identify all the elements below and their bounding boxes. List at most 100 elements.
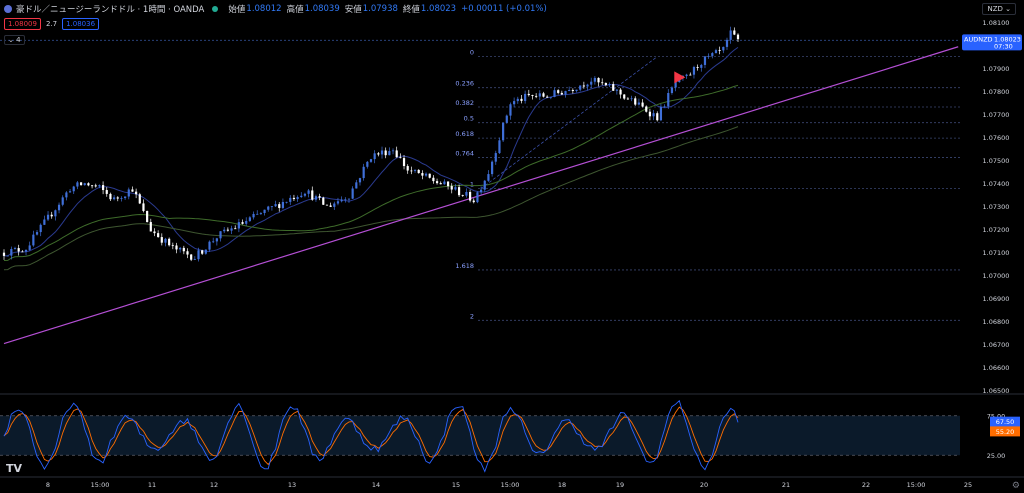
candle-body <box>160 237 163 243</box>
stoch-k-line <box>3 399 739 473</box>
candle-body <box>197 250 200 260</box>
candle-body <box>237 222 240 229</box>
candle-body <box>124 196 127 199</box>
candle-body <box>483 180 486 190</box>
candle-body <box>215 238 218 242</box>
candle-body <box>270 206 274 208</box>
x-tick-label: 22 <box>862 481 870 489</box>
candle-body <box>582 85 585 87</box>
candle-body <box>656 113 659 121</box>
candle-body <box>524 93 527 101</box>
candle-body <box>226 229 229 231</box>
candle-body <box>384 150 387 156</box>
candle-body <box>223 229 226 232</box>
candle-body <box>248 217 251 221</box>
candle-body <box>285 201 288 203</box>
tradingview-logo-icon: TV <box>6 462 23 475</box>
trendline[interactable] <box>3 46 959 345</box>
y-tick-label: 1.07900 <box>983 65 1010 73</box>
candle-body <box>615 89 618 91</box>
candle-body <box>601 82 604 84</box>
change-value: +0.00011 (+0.01%) <box>461 4 547 14</box>
price-axis[interactable] <box>960 0 1024 493</box>
candle-body <box>494 153 497 162</box>
candle-body <box>648 111 652 117</box>
gear-icon[interactable]: ⚙ <box>1011 481 1020 491</box>
candle-body <box>531 95 534 96</box>
candle-body <box>105 190 108 194</box>
candle-body <box>311 190 314 200</box>
fib-level-label: 1.618 <box>455 262 474 270</box>
candle-body <box>509 104 512 116</box>
candle-body <box>410 170 413 172</box>
y-tick-label: 1.06700 <box>983 341 1010 349</box>
candle-body <box>362 166 365 179</box>
candle-body <box>703 56 707 65</box>
low-label: 安値 <box>344 5 362 15</box>
stoch-k-badge <box>990 416 1020 427</box>
currency-button[interactable]: NZD ⌄ <box>982 3 1016 15</box>
candle-body <box>76 182 79 187</box>
x-tick-label: 14 <box>372 481 380 489</box>
candle-body <box>79 182 83 186</box>
candle-body <box>586 84 589 87</box>
candle-body <box>314 196 318 200</box>
candle-body <box>454 187 457 190</box>
candle-body <box>35 232 39 235</box>
candle-body <box>90 185 94 187</box>
candle-body <box>604 83 607 86</box>
sell-button[interactable]: 1.08009 <box>4 18 41 30</box>
ma-slow-line <box>3 126 739 271</box>
candle-body <box>692 66 696 75</box>
indicators-toggle[interactable]: ⌄ 4 <box>4 35 25 45</box>
candle-body <box>259 213 262 214</box>
stoch-band <box>0 415 960 456</box>
high-value: 1.08039 <box>304 4 340 14</box>
y-tick-label: 1.07800 <box>983 88 1010 96</box>
buy-button[interactable]: 1.08036 <box>62 18 100 30</box>
candle-body <box>21 251 24 253</box>
candle-body <box>557 90 560 93</box>
x-tick-label: 15 <box>452 481 460 489</box>
candle-body <box>153 231 156 234</box>
candle-body <box>395 150 398 158</box>
candle-body <box>212 241 215 243</box>
x-tick-label: 25 <box>964 481 972 489</box>
candle-body <box>87 183 90 186</box>
candle-body <box>527 93 530 96</box>
trade-buttons: 1.08009 2.7 1.08036 <box>4 18 100 30</box>
candle-body <box>520 98 523 101</box>
candle-body <box>619 89 622 95</box>
candle-body <box>689 74 692 76</box>
candle-body <box>193 259 196 260</box>
candle-body <box>670 87 674 94</box>
candle-body <box>281 202 285 208</box>
candle-body <box>142 203 145 211</box>
candle-body <box>355 182 358 189</box>
x-tick-label: 21 <box>782 481 790 489</box>
close-value: 1.08023 <box>420 4 457 14</box>
candle-body <box>43 219 46 225</box>
candle-body <box>278 204 281 208</box>
candle-body <box>347 198 351 200</box>
candle-body <box>204 249 207 254</box>
candle-body <box>2 252 6 256</box>
candle-body <box>630 98 633 100</box>
candle-body <box>333 203 336 207</box>
stoch-d-value: 55.20 <box>996 428 1015 436</box>
chevron-down-icon: ⌄ <box>1005 5 1011 13</box>
candle-body <box>6 255 9 257</box>
candle-body <box>608 84 611 86</box>
candle-body <box>446 181 450 187</box>
chevron-down-icon: ⌄ <box>8 36 14 44</box>
candle-body <box>465 191 468 196</box>
candle-body <box>513 101 516 105</box>
candle-body <box>428 173 431 178</box>
candle-body <box>579 85 582 90</box>
currency-flag-icon <box>4 5 12 13</box>
candle-body <box>322 197 325 205</box>
symbol-title[interactable]: 豪ドル／ニュージーランドドル · 1時間 · OANDA <box>16 5 205 15</box>
candle-body <box>402 158 406 167</box>
candle-body <box>292 197 296 200</box>
